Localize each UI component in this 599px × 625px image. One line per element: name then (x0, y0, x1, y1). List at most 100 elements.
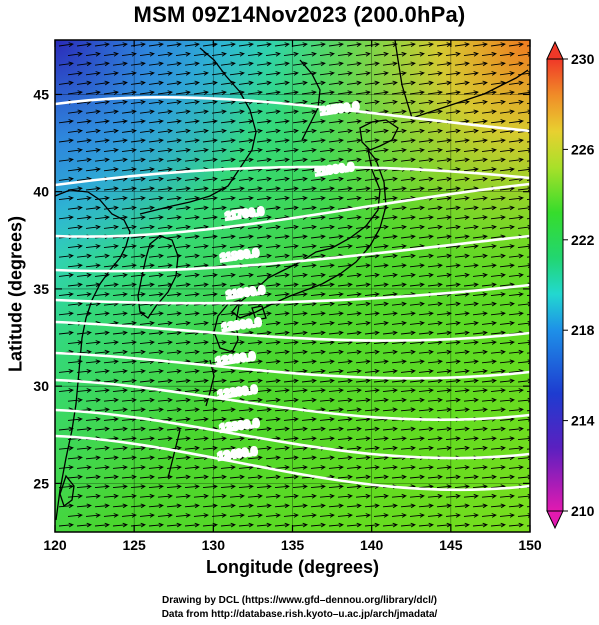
wind-arrow (139, 205, 155, 211)
wind-arrow (103, 167, 119, 172)
wind-arrow (391, 263, 407, 268)
wind-arrow (76, 484, 92, 489)
wind-arrow (499, 378, 515, 384)
wind-arrow (220, 522, 236, 528)
wind-arrow (175, 474, 191, 480)
wind-arrow (238, 522, 254, 528)
wind-arrow (211, 416, 227, 422)
wind-arrow (193, 436, 209, 441)
wind-arrow (112, 330, 128, 336)
wind-arrow (373, 378, 389, 384)
wind-arrow (247, 128, 263, 134)
wind-arrow (58, 215, 74, 220)
wind-arrow (481, 128, 497, 134)
wind-arrow (400, 234, 416, 240)
wind-arrow (364, 388, 380, 393)
wind-arrow (418, 445, 434, 451)
wind-arrow (292, 503, 308, 509)
wind-arrow (193, 71, 209, 76)
wind-arrow (319, 244, 335, 249)
wind-arrow (202, 311, 218, 316)
wind-arrow (355, 282, 371, 288)
wind-arrow (202, 215, 218, 220)
wind-arrow (103, 90, 119, 95)
wind-arrow (166, 330, 182, 336)
wind-arrow (409, 282, 425, 288)
wind-arrow (166, 311, 182, 316)
wind-arrow (337, 244, 353, 249)
wind-arrow (283, 320, 299, 326)
wind-arrow (454, 234, 470, 240)
wind-arrow (490, 138, 506, 144)
wind-arrow (256, 292, 272, 297)
wind-arrow (94, 42, 110, 47)
wind-arrow (310, 234, 326, 240)
wind-arrow (184, 138, 200, 144)
wind-arrow (85, 340, 101, 345)
wind-arrow (454, 80, 470, 86)
wind-arrow (400, 522, 416, 528)
wind-arrow (229, 513, 245, 518)
wind-arrow (256, 349, 272, 355)
wind-arrow (418, 253, 434, 259)
wind-arrow (400, 253, 416, 259)
wind-arrow (391, 493, 407, 499)
wind-arrow (301, 71, 317, 76)
wind-arrow (94, 61, 110, 67)
wind-arrow (202, 119, 218, 124)
wind-arrow (94, 195, 110, 201)
wind-arrow (481, 71, 497, 76)
wind-arrow (175, 224, 191, 230)
wind-arrow (220, 272, 236, 278)
wind-arrow (436, 330, 452, 336)
wind-arrow (256, 61, 272, 67)
wind-arrow (418, 330, 434, 336)
wind-arrow (148, 176, 164, 182)
wind-arrow (274, 157, 290, 163)
wind-arrow (139, 186, 155, 192)
wind-arrow (400, 176, 416, 182)
wind-arrow (454, 157, 470, 163)
wind-arrow (85, 282, 101, 288)
wind-arrow (121, 109, 137, 115)
wind-arrow (400, 465, 416, 470)
wind-arrow (382, 349, 398, 355)
wind-arrow (175, 186, 191, 192)
wind-arrow (328, 215, 344, 220)
wind-arrow (211, 474, 227, 480)
colorbar-tick-label: 210 (571, 503, 595, 519)
wind-arrow (409, 224, 425, 230)
wind-arrow (265, 205, 281, 211)
wind-arrow (346, 407, 362, 413)
wind-arrow (292, 388, 308, 393)
x-tick-label: 145 (439, 537, 463, 553)
wind-arrow (166, 119, 182, 124)
wind-arrow (265, 416, 281, 422)
wind-arrow (463, 378, 479, 384)
wind-arrow (301, 90, 317, 95)
wind-arrow (454, 465, 470, 470)
wind-arrow (382, 368, 398, 374)
wind-arrow (292, 99, 308, 105)
wind-arrow (418, 99, 434, 105)
wind-arrow (319, 455, 335, 461)
wind-arrow (193, 51, 209, 57)
wind-arrow (220, 215, 236, 220)
wind-arrow (229, 378, 245, 384)
wind-arrow (301, 320, 317, 326)
wind-arrow (58, 484, 74, 489)
wind-arrow (481, 224, 497, 230)
wind-arrow (490, 119, 506, 124)
wind-arrow (445, 301, 461, 307)
wind-arrow (130, 195, 146, 201)
wind-arrow (67, 474, 83, 480)
wind-arrow (445, 282, 461, 288)
wind-arrow (382, 80, 398, 86)
wind-arrow (391, 71, 407, 76)
wind-arrow (409, 301, 425, 307)
wind-arrow (211, 128, 227, 134)
wind-arrow (445, 397, 461, 403)
wind-arrow (157, 244, 173, 249)
wind-arrow (148, 253, 164, 259)
contour-line (55, 283, 530, 305)
